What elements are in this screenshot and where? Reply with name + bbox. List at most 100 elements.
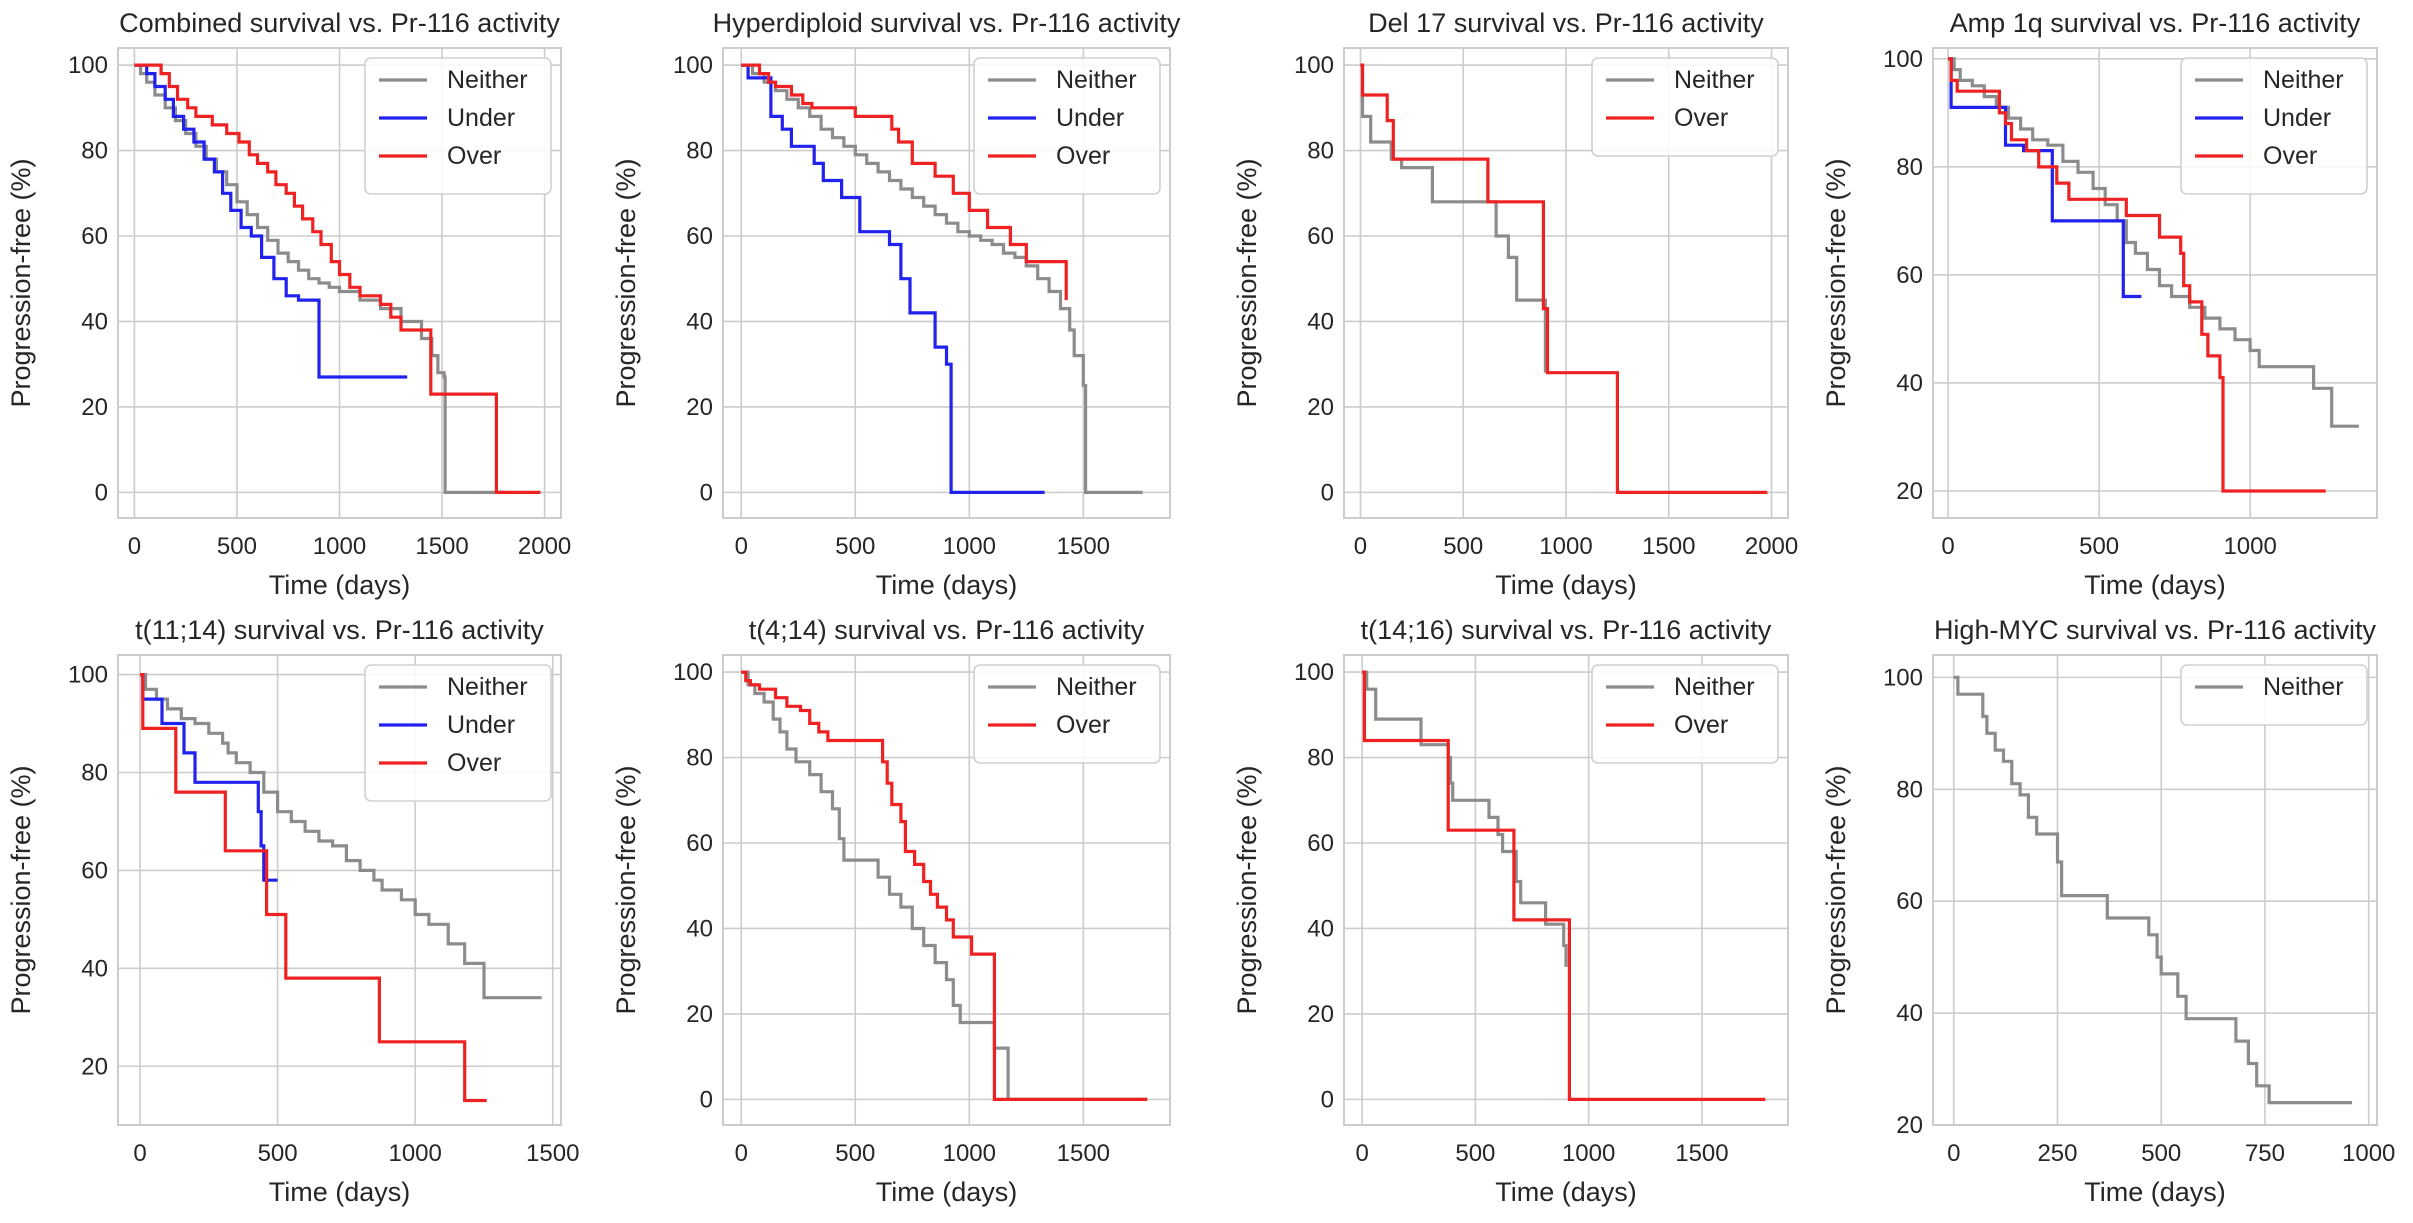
y-tick-label: 60	[686, 223, 713, 250]
axes-frame	[117, 654, 562, 1126]
y-axis-label: Progression-free (%)	[6, 765, 36, 1014]
axes-frame	[117, 47, 562, 519]
x-tick-label: 1000	[388, 1140, 441, 1167]
axes-frame	[1932, 654, 2378, 1126]
y-tick-label: 100	[673, 659, 713, 686]
chart-title: Amp 1q survival vs. Pr-116 activity	[1950, 8, 2361, 38]
x-axis-label: Time (days)	[2084, 570, 2226, 600]
series-line-neither	[741, 63, 1143, 494]
legend: Neither Under Over	[2180, 57, 2368, 195]
y-tick-label: 20	[686, 394, 713, 421]
chart-title: Combined survival vs. Pr-116 activity	[119, 8, 560, 38]
legend-label: Neither	[2263, 66, 2344, 94]
y-tick-label: 60	[81, 857, 108, 884]
series-line-neither	[134, 63, 504, 494]
y-tick-label: 100	[673, 52, 713, 79]
x-tick-label: 2000	[1745, 533, 1798, 560]
chart-panel-6: 0 500 1000 1500 0 20 40 60 80 100 t(4;14) survival…	[611, 615, 1171, 1207]
chart-title: Hyperdiploid survival vs. Pr-116 activit…	[713, 8, 1181, 38]
x-tick-label: 0	[1947, 1140, 1960, 1167]
series-line-under	[1948, 57, 2142, 299]
series-line-neither	[1362, 670, 1568, 967]
legend-box	[2180, 664, 2368, 726]
x-tick-label: 1500	[526, 1140, 579, 1167]
x-axis-label: Time (days)	[1495, 1177, 1637, 1207]
y-tick-label: 20	[81, 1053, 108, 1080]
y-tick-label: 80	[686, 138, 713, 165]
y-tick-label: 80	[1896, 776, 1923, 803]
chart-panel-4: 0 500 1000 20 40 60 80 100 Amp 1q survival vs. P…	[1821, 8, 2378, 600]
x-axis-label: Time (days)	[1495, 570, 1637, 600]
chart-panel-3: 0 500 1000 1500 2000 0 20 40 60 80 100 Del 17 survi…	[1232, 8, 1798, 600]
x-tick-label: 0	[1354, 533, 1367, 560]
y-tick-label: 100	[1883, 46, 1923, 73]
x-tick-label: 1500	[1675, 1140, 1728, 1167]
y-tick-label: 60	[1307, 223, 1334, 250]
legend-box	[973, 664, 1161, 764]
legend-label: Over	[447, 749, 501, 777]
y-tick-label: 0	[1321, 479, 1334, 506]
x-tick-label: 1500	[415, 533, 468, 560]
legend-label: Over	[2263, 142, 2317, 170]
legend-label: Neither	[1674, 673, 1755, 701]
y-tick-label: 100	[68, 52, 108, 79]
y-axis-label: Progression-free (%)	[611, 158, 641, 407]
legend-label: Neither	[1056, 673, 1137, 701]
chart-title: t(4;14) survival vs. Pr-116 activity	[749, 615, 1145, 645]
x-tick-label: 0	[1355, 1140, 1368, 1167]
y-tick-label: 60	[1896, 888, 1923, 915]
x-tick-label: 500	[258, 1140, 298, 1167]
legend-box	[1591, 664, 1779, 764]
chart-title: t(11;14) survival vs. Pr-116 activity	[135, 615, 544, 645]
x-tick-label: 0	[735, 533, 748, 560]
x-tick-label: 0	[1941, 533, 1954, 560]
y-axis-label: Progression-free (%)	[1821, 158, 1851, 407]
x-axis-label: Time (days)	[876, 570, 1018, 600]
x-tick-label: 1500	[1057, 1140, 1110, 1167]
y-tick-label: 20	[686, 1001, 713, 1028]
axes-frame	[1343, 654, 1789, 1126]
y-tick-label: 20	[1896, 478, 1923, 505]
x-tick-label: 1000	[1539, 533, 1592, 560]
chart-panel-7: 0 500 1000 1500 0 20 40 60 80 100 t(14;16) surviva…	[1232, 615, 1789, 1207]
legend-label: Under	[447, 711, 515, 739]
legend-label: Neither	[447, 673, 528, 701]
legend: Neither Under Over	[973, 57, 1161, 195]
legend-label: Under	[1056, 104, 1124, 132]
y-tick-label: 40	[1307, 915, 1334, 942]
legend: Neither Under Over	[364, 57, 552, 195]
x-tick-label: 1000	[2223, 533, 2276, 560]
series-line-under	[741, 63, 1045, 494]
series-line-over	[741, 670, 1148, 1101]
x-tick-label: 0	[128, 533, 141, 560]
axes-frame	[722, 47, 1171, 519]
y-tick-label: 80	[81, 138, 108, 165]
legend-box	[2180, 57, 2368, 195]
chart-title: Del 17 survival vs. Pr-116 activity	[1368, 8, 1764, 38]
y-axis-label: Progression-free (%)	[611, 765, 641, 1014]
x-tick-label: 750	[2245, 1140, 2285, 1167]
series-line-over	[741, 63, 1068, 301]
axes-frame	[722, 654, 1171, 1126]
legend: Neither Over	[973, 664, 1161, 764]
y-tick-label: 80	[1896, 154, 1923, 181]
x-tick-label: 1000	[313, 533, 366, 560]
y-tick-label: 40	[686, 915, 713, 942]
x-axis-label: Time (days)	[876, 1177, 1018, 1207]
series-line-neither	[1953, 675, 2353, 1105]
legend-label: Neither	[1674, 66, 1755, 94]
y-tick-label: 60	[81, 223, 108, 250]
series-line-over	[1362, 670, 1766, 1101]
y-tick-label: 80	[1307, 138, 1334, 165]
y-tick-label: 0	[95, 479, 108, 506]
series-line-over	[140, 673, 487, 1103]
y-axis-label: Progression-free (%)	[1232, 765, 1262, 1014]
y-tick-label: 40	[1896, 1000, 1923, 1027]
y-tick-label: 60	[1896, 262, 1923, 289]
legend: Neither Over	[1591, 57, 1779, 157]
y-tick-label: 0	[700, 479, 713, 506]
x-tick-label: 500	[2079, 533, 2119, 560]
legend-box	[973, 57, 1161, 195]
